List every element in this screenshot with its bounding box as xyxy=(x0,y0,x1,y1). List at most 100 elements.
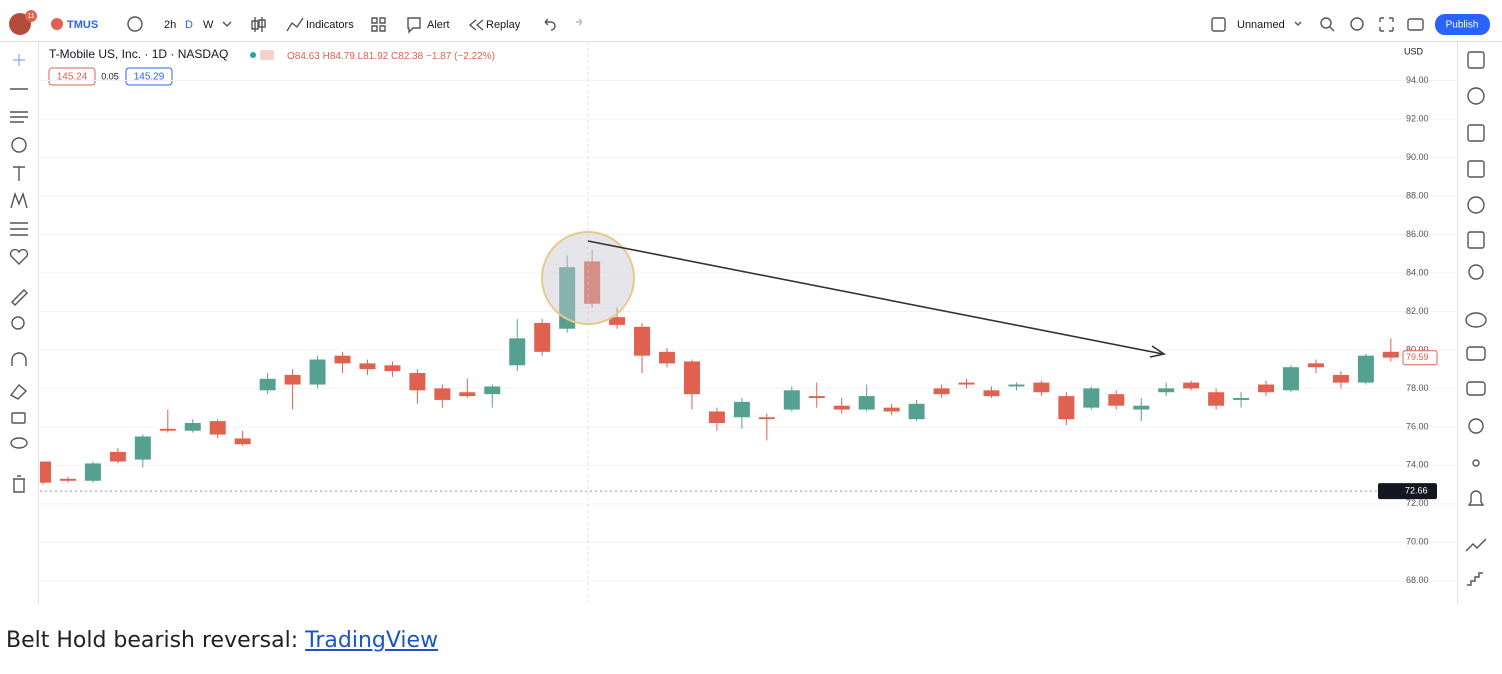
crosshair-tool[interactable] xyxy=(13,54,25,66)
indicators-button[interactable]: Indicators xyxy=(306,19,354,31)
chart-type-icon[interactable] xyxy=(251,17,266,32)
last-price-label: 79.59 xyxy=(1406,352,1429,362)
candle-body xyxy=(733,401,750,418)
streams-button[interactable] xyxy=(1466,346,1486,361)
messages-button[interactable] xyxy=(1466,381,1486,396)
buy-price: 145.29 xyxy=(134,72,165,83)
candle-body xyxy=(40,461,51,483)
magnet-tool[interactable] xyxy=(11,352,27,366)
watchlist-button[interactable] xyxy=(1467,51,1485,69)
search-icon[interactable] xyxy=(1320,17,1332,29)
y-tick-label: 76.00 xyxy=(1406,421,1429,431)
candle-body xyxy=(958,382,975,385)
arrow-line[interactable] xyxy=(587,240,1164,355)
measure-tool[interactable] xyxy=(11,289,28,306)
dropdown-icon[interactable] xyxy=(1294,21,1302,26)
delete-tool[interactable] xyxy=(13,475,25,493)
interval[interactable]: D xyxy=(185,19,193,31)
candle-body xyxy=(209,421,226,435)
help-button[interactable] xyxy=(1468,418,1484,434)
shapes-tool[interactable] xyxy=(11,137,27,153)
candle-body xyxy=(1108,394,1125,406)
candle-body xyxy=(933,388,950,395)
candle-body xyxy=(1183,382,1200,389)
replay-icon xyxy=(468,19,484,31)
ideas-button[interactable] xyxy=(1468,264,1484,280)
avatar[interactable] xyxy=(9,13,31,35)
symbol-icon xyxy=(51,18,63,30)
dropdown-icon[interactable] xyxy=(222,21,232,27)
candle-body xyxy=(1357,355,1374,383)
news-button[interactable] xyxy=(1467,124,1485,142)
alert-button[interactable]: Alert xyxy=(427,19,450,31)
candle-body xyxy=(559,267,576,329)
dom-button[interactable] xyxy=(1467,572,1483,586)
zoom-tool[interactable] xyxy=(11,316,25,330)
y-tick-label: 88.00 xyxy=(1406,190,1429,200)
candle-body xyxy=(808,396,825,399)
candle-body xyxy=(1008,384,1025,387)
fullscreen-icon[interactable] xyxy=(1379,17,1394,32)
caption-text: Belt Hold bearish reversal: xyxy=(6,628,306,653)
redo-icon[interactable] xyxy=(576,18,583,26)
candle-body xyxy=(409,372,426,391)
alerts-button[interactable] xyxy=(1467,87,1485,105)
prediction-tool[interactable] xyxy=(10,222,28,236)
flag[interactable] xyxy=(260,50,274,60)
icons-tool[interactable] xyxy=(9,248,29,265)
trading-button[interactable] xyxy=(1465,538,1487,552)
snapshot-icon[interactable] xyxy=(1407,18,1424,31)
add-symbol-icon[interactable] xyxy=(127,16,143,32)
candle-body xyxy=(434,388,451,400)
candle-body xyxy=(1083,388,1100,408)
settings-icon[interactable] xyxy=(1350,17,1364,31)
chart-title: T-Mobile US, Inc. · 1D · NASDAQ xyxy=(49,47,228,61)
pattern-tool[interactable] xyxy=(10,191,28,209)
layout-name[interactable]: Unnamed xyxy=(1237,19,1285,31)
candles xyxy=(40,249,1399,485)
text-tool[interactable] xyxy=(13,166,25,181)
y-tick-label: 86.00 xyxy=(1406,229,1429,239)
candle-body xyxy=(309,359,326,385)
candle-body xyxy=(983,390,1000,397)
data-window-button[interactable] xyxy=(1467,160,1485,178)
calendar-button[interactable] xyxy=(1467,231,1485,249)
candle-body xyxy=(59,478,76,481)
publish-label: Publish xyxy=(1446,20,1479,31)
candle-body xyxy=(1158,388,1175,393)
low-value: L81.92 xyxy=(358,51,389,62)
publish-button[interactable] xyxy=(1435,14,1490,35)
interval[interactable]: 2h xyxy=(164,19,176,31)
undo-icon[interactable] xyxy=(544,18,556,31)
notifications-button[interactable] xyxy=(1467,490,1485,506)
close-value: C82.38 xyxy=(391,51,424,62)
candle-body xyxy=(109,451,126,462)
candle-body xyxy=(609,317,626,325)
hotlist-button[interactable] xyxy=(1467,196,1485,214)
candle-body xyxy=(708,411,725,424)
y-tick-label: 90.00 xyxy=(1406,152,1429,162)
widget-bar xyxy=(1465,51,1487,586)
broadcast-button[interactable] xyxy=(1472,459,1480,467)
y-tick-label: 94.00 xyxy=(1406,75,1429,85)
lock-tool[interactable] xyxy=(11,412,26,424)
candle-body xyxy=(1033,382,1050,393)
templates-icon[interactable] xyxy=(371,17,386,32)
layout-icon[interactable] xyxy=(1211,17,1226,32)
caption-link[interactable]: TradingView xyxy=(305,628,439,653)
ohlc-legend: O84.63 H84.79 L81.92 C82.38 −1.87 (−2.22… xyxy=(287,51,495,62)
candle-body xyxy=(883,407,900,412)
replay-button[interactable]: Replay xyxy=(486,19,521,31)
candle-body xyxy=(1258,384,1275,393)
y-tick-label: 84.00 xyxy=(1406,267,1429,277)
chats-button[interactable] xyxy=(1465,312,1487,328)
candle-body xyxy=(758,417,775,420)
highlight-circle[interactable] xyxy=(541,231,635,325)
candle-body xyxy=(184,423,201,431)
fib-tool[interactable] xyxy=(10,111,28,123)
draw-mode-tool[interactable] xyxy=(9,383,28,400)
symbol[interactable]: TMUS xyxy=(67,19,98,31)
interval[interactable]: W xyxy=(203,19,214,31)
y-tick-label: 80.00 xyxy=(1406,344,1429,354)
hide-tool[interactable] xyxy=(10,437,28,449)
